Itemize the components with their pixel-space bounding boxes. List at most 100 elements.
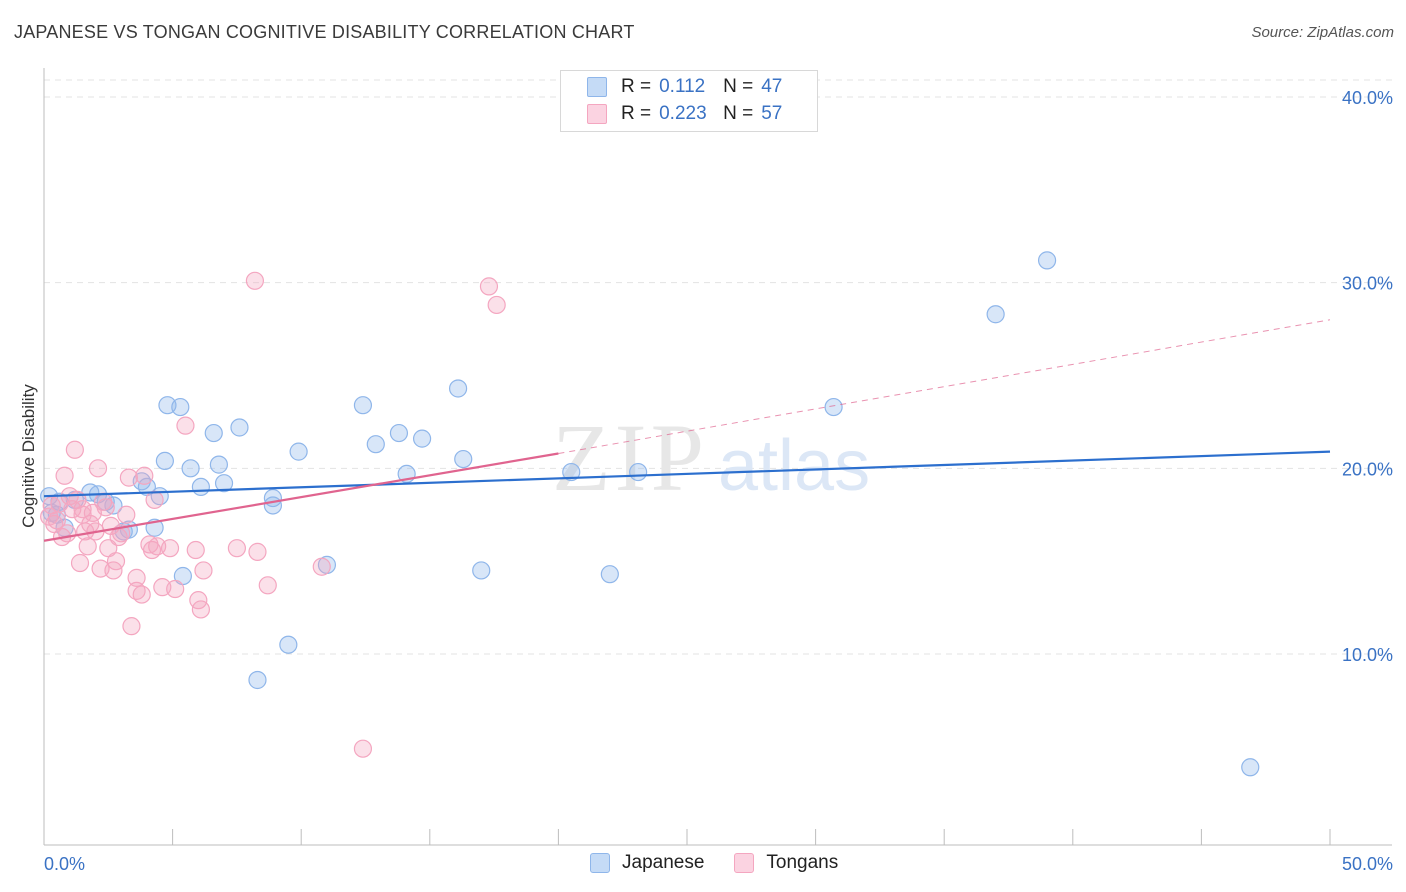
legend-r-value: 0.112 [659, 76, 706, 97]
data-point [96, 498, 115, 517]
series-legend: Japanese Tongans [590, 852, 868, 874]
data-point [214, 474, 234, 493]
data-point [289, 442, 308, 461]
correlation-legend: R = 0.112 N = 47 R = 0.223 N = 57 [560, 70, 818, 132]
data-point [191, 477, 210, 496]
data-point [245, 271, 265, 290]
data-point [191, 600, 210, 619]
data-point [55, 466, 74, 485]
data-point [45, 514, 64, 534]
x-tick-label: 50.0% [1342, 854, 1393, 874]
data-point [194, 561, 213, 580]
data-point [448, 379, 468, 398]
y-tick-label: 40.0% [1342, 88, 1393, 108]
data-point [472, 561, 491, 580]
points-layer [40, 251, 1260, 777]
data-point [132, 585, 151, 604]
data-point [353, 396, 373, 415]
legend-swatch-tongans [587, 104, 607, 124]
trend-line-tongans-extension [558, 319, 1331, 454]
series-label-tongans: Tongans [766, 852, 839, 873]
legend-n-value: 47 [761, 76, 783, 97]
data-point [176, 416, 195, 435]
data-point [70, 553, 90, 573]
series-label-japanese: Japanese [622, 852, 705, 873]
data-point [248, 670, 267, 690]
data-point [50, 494, 69, 513]
data-point [119, 468, 138, 487]
series-japanese [40, 251, 1260, 777]
data-point [204, 423, 223, 443]
data-point [117, 505, 136, 524]
data-point [73, 500, 92, 519]
y-axis-title: Cognitive Disability [19, 384, 38, 528]
y-tick-label: 10.0% [1342, 645, 1393, 665]
data-point [389, 423, 409, 443]
data-point [78, 537, 97, 556]
data-point [454, 449, 473, 469]
axes-layer: 10.0% 20.0% 30.0% 40.0% 0.0% 50.0% [43, 68, 1393, 874]
data-point [122, 617, 141, 636]
data-point [279, 635, 298, 654]
data-point [106, 552, 126, 571]
watermark-zip: ZIP [552, 404, 708, 511]
data-point [88, 459, 108, 478]
y-tick-label: 30.0% [1342, 274, 1393, 294]
data-point [135, 466, 154, 485]
legend-n-label: N = [723, 103, 754, 124]
x-tick-label: 0.0% [44, 854, 85, 874]
data-point [230, 418, 249, 437]
data-point [58, 524, 77, 543]
data-point [1037, 251, 1057, 270]
data-point [312, 557, 331, 576]
legend-row-japanese: R = 0.112 N = 47 [587, 75, 782, 99]
trend-line-tongans [43, 452, 559, 542]
data-point [986, 305, 1005, 324]
y-tick-label: 20.0% [1342, 459, 1393, 479]
data-point [562, 462, 581, 482]
legend-n-label: N = [723, 76, 754, 97]
chart-title: JAPANESE VS TONGAN COGNITIVE DISABILITY … [14, 22, 635, 42]
trend-layer [43, 319, 1331, 542]
watermark-atlas: atlas [718, 426, 870, 506]
legend-r-label: R = [621, 103, 652, 124]
data-point [171, 397, 190, 417]
series-legend-tongans: Tongans [734, 852, 838, 874]
legend-n-value: 57 [761, 103, 783, 124]
legend-swatch-japanese [587, 77, 607, 97]
data-point [109, 527, 128, 547]
data-point [263, 496, 283, 515]
data-point [353, 739, 373, 758]
data-point [145, 490, 164, 509]
data-point [166, 579, 185, 599]
data-point [248, 542, 267, 561]
data-point [186, 540, 205, 560]
data-point [412, 429, 432, 448]
data-point [65, 440, 84, 459]
data-point [629, 462, 648, 482]
data-point [366, 435, 385, 454]
source-label: Source: ZipAtlas.com [1251, 24, 1394, 41]
data-point [181, 459, 200, 478]
data-point [227, 539, 246, 558]
series-legend-japanese: Japanese [590, 852, 704, 874]
data-point [600, 565, 619, 584]
data-point [127, 568, 146, 587]
data-point [258, 576, 277, 595]
data-point [155, 451, 174, 471]
legend-row-tongans: R = 0.223 N = 57 [587, 102, 782, 126]
trend-line-japanese [43, 450, 1331, 498]
data-point [209, 455, 228, 474]
grid-layer [44, 79, 1392, 655]
data-point [824, 397, 843, 417]
data-point [1241, 758, 1260, 777]
legend-r-label: R = [621, 76, 652, 97]
watermark: ZIP atlas [552, 404, 870, 511]
series-tongans [40, 271, 506, 758]
series-swatch-japanese [590, 853, 610, 873]
series-swatch-tongans [734, 853, 755, 873]
legend-r-value: 0.223 [659, 103, 707, 124]
data-point [487, 295, 506, 315]
data-point [479, 277, 499, 296]
